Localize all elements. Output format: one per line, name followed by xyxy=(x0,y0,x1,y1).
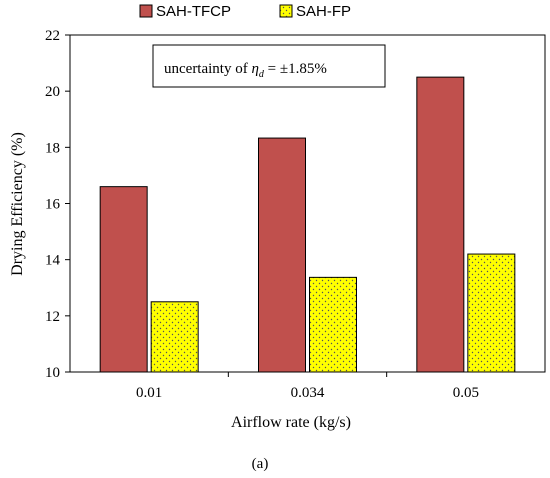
uncertainty-annotation: uncertainty of ηd = ±1.85% xyxy=(152,44,386,88)
x-tick-label: 0.034 xyxy=(291,385,325,401)
bars xyxy=(99,76,516,373)
y-tick-label: 20 xyxy=(45,84,60,100)
y-tick-label: 10 xyxy=(45,365,60,381)
legend-label-sah-fp: SAH-FP xyxy=(296,3,351,20)
y-tick-label: 22 xyxy=(45,28,60,44)
x-axis-title: Airflow rate (kg/s) xyxy=(231,414,351,431)
legend-label-sah-tfcp: SAH-TFCP xyxy=(156,3,231,20)
x-tick-label: 0.01 xyxy=(136,385,162,401)
annotation-text: uncertainty of ηd = ±1.85% xyxy=(164,61,327,80)
y-tick-label: 18 xyxy=(45,140,60,156)
y-tick-label: 12 xyxy=(45,309,60,325)
y-tick-label: 14 xyxy=(45,253,61,269)
axes: 10 12 14 16 18 20 22 0.01 0.034 0.05 xyxy=(45,28,546,401)
bar-sah-tfcp-0.034 xyxy=(258,137,306,373)
legend: SAH-TFCP SAH-FP xyxy=(139,3,351,20)
bar-sah-fp-0.01 xyxy=(150,301,199,373)
annotation-box xyxy=(152,44,386,88)
legend-swatch-sah-fp xyxy=(279,4,293,18)
legend-swatch-sah-tfcp xyxy=(139,4,153,18)
bar-sah-fp-0.034 xyxy=(309,276,357,373)
bar-sah-tfcp-0.01 xyxy=(99,186,148,373)
x-tick-label: 0.05 xyxy=(453,385,479,401)
figure-caption: (a) xyxy=(252,456,269,472)
bar-sah-fp-0.05 xyxy=(467,253,516,373)
bar-sah-tfcp-0.05 xyxy=(416,76,465,373)
y-axis-title: Drying Efficiency (%) xyxy=(9,132,26,276)
y-tick-label: 16 xyxy=(45,197,61,213)
